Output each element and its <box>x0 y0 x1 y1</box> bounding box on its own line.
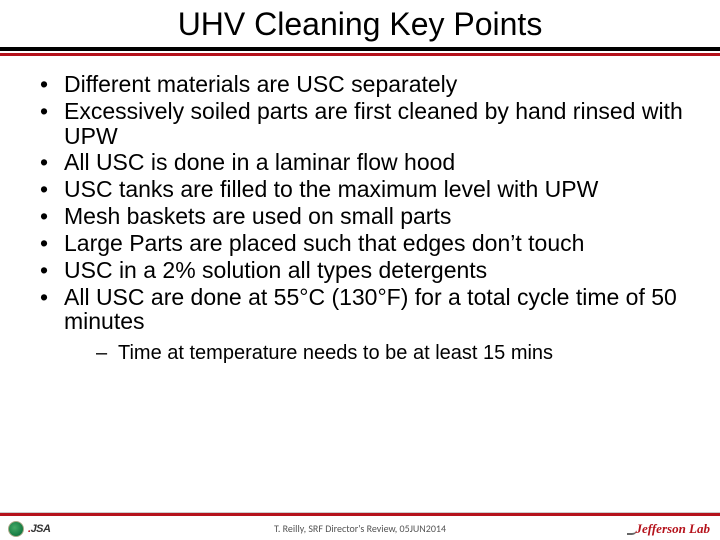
bullet-text: Large Parts are placed such that edges d… <box>64 230 584 256</box>
bullet-item: Different materials are USC separately <box>34 72 690 97</box>
bullet-text: All USC is done in a laminar flow hood <box>64 149 455 175</box>
slide: UHV Cleaning Key Points Different materi… <box>0 0 720 540</box>
sub-bullet-item: Time at temperature needs to be at least… <box>94 342 690 364</box>
content-area: Different materials are USC separately E… <box>0 56 720 364</box>
bullet-list: Different materials are USC separately E… <box>34 72 690 364</box>
bullet-item: USC tanks are filled to the maximum leve… <box>34 177 690 202</box>
bullet-item: All USC is done in a laminar flow hood <box>34 150 690 175</box>
bullet-item: USC in a 2% solution all types detergent… <box>34 258 690 283</box>
bullet-item: Excessively soiled parts are first clean… <box>34 99 690 149</box>
bullet-text: Excessively soiled parts are first clean… <box>64 98 683 149</box>
bullet-item: Mesh baskets are used on small parts <box>34 204 690 229</box>
title-underline <box>0 47 720 51</box>
bullet-text: USC tanks are filled to the maximum leve… <box>64 176 598 202</box>
bullet-item: All USC are done at 55°C (130°F) for a t… <box>34 285 690 365</box>
bullet-item: Large Parts are placed such that edges d… <box>34 231 690 256</box>
jlab-text: Jefferson Lab <box>635 521 710 536</box>
slide-title: UHV Cleaning Key Points <box>0 6 720 43</box>
title-area: UHV Cleaning Key Points <box>0 0 720 45</box>
sub-bullet-text: Time at temperature needs to be at least… <box>118 342 553 364</box>
jlab-logo: Jefferson Lab <box>627 521 710 537</box>
sub-bullet-list: Time at temperature needs to be at least… <box>94 342 690 364</box>
bullet-text: USC in a 2% solution all types detergent… <box>64 257 487 283</box>
footer: .JSA T. Reilly, SRF Director's Review, 0… <box>0 508 720 540</box>
footer-text: T. Reilly, SRF Director's Review, 05JUN2… <box>0 522 720 535</box>
bullet-text: Mesh baskets are used on small parts <box>64 203 451 229</box>
bullet-text: Different materials are USC separately <box>64 71 457 97</box>
bullet-text: All USC are done at 55°C (130°F) for a t… <box>64 284 677 335</box>
